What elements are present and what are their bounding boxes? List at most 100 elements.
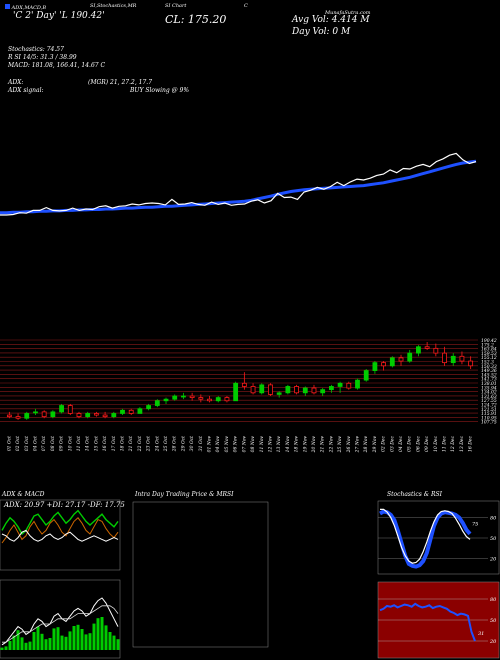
candle-body	[67, 405, 73, 414]
candle-body	[285, 386, 291, 394]
intraday-panel-box	[132, 501, 269, 648]
stoch-d-line	[380, 508, 471, 564]
date-tick-label: 18 Nov	[294, 436, 300, 453]
date-tick-label: 06 Dec	[415, 436, 421, 452]
macd-hist-bar	[48, 638, 52, 650]
mrsi-tick-label: 20	[489, 639, 497, 645]
date-tick-label: 21 Oct	[128, 436, 134, 452]
stoch-point-label: 75	[472, 521, 478, 527]
price-axis-label: 124.72	[481, 403, 497, 409]
date-tick-label: 04 Nov	[215, 436, 221, 453]
macd-line	[1, 597, 119, 646]
date-tick-label: 08 Oct	[50, 436, 56, 451]
candle-body	[172, 395, 178, 400]
adx-label: ADX:	[8, 79, 24, 86]
macd-hist-bar	[12, 635, 16, 650]
price-axis-label: 155.12	[481, 355, 497, 361]
macd-hist-bar	[28, 641, 32, 650]
candle-body	[433, 347, 439, 354]
price-axis-label: 190.42	[481, 338, 497, 344]
macd-value: MACD: 181.08, 166.41, 14.67 C	[8, 62, 106, 69]
price-axis-label: 175.2	[481, 342, 494, 348]
candle-body	[33, 411, 38, 414]
date-tick-label: 03 Oct	[24, 436, 30, 451]
stoch-panel-box	[377, 500, 500, 575]
date-tick-label: 07 Oct	[41, 436, 47, 451]
price-axis-label: 135.94	[481, 385, 497, 391]
header-title-center: SI Chart	[165, 3, 187, 9]
macd-hist-bar	[52, 628, 56, 650]
candle-body	[363, 370, 369, 381]
mrsi-line	[379, 602, 476, 642]
candle-body	[50, 411, 56, 418]
candle-body	[111, 413, 117, 418]
stoch-tick-label: 50	[490, 536, 497, 542]
adx-panel-values: ADX: 20.97 +DI: 27.17 -DF: 17.75	[4, 501, 125, 509]
candle-body	[15, 416, 21, 419]
date-tick-label: 10 Oct	[67, 436, 73, 451]
header-line-1: ADX,MACD,B	[5, 4, 46, 11]
macd-hist-bar	[40, 633, 44, 650]
adx-line	[1, 517, 119, 544]
price-axis-label: 159.53	[481, 351, 497, 357]
price-axis-label: 110.95	[481, 415, 497, 421]
price-axis-label: 131.63	[481, 394, 497, 400]
date-tick-label: 28 Nov	[363, 436, 369, 454]
candle-body	[59, 405, 64, 413]
date-tick-label: 09 Oct	[59, 436, 65, 451]
date-tick-label: 16 Dec	[468, 436, 474, 452]
date-tick-label: 26 Nov	[346, 436, 352, 454]
price-axis-label: 115.91	[481, 411, 497, 417]
date-tick-label: 28 Oct	[172, 436, 178, 452]
date-tick-label: 02 Oct	[15, 436, 21, 451]
candle-body	[189, 395, 195, 398]
mrsi-tick-label: 80	[490, 597, 497, 603]
adx-panel-box	[0, 499, 121, 571]
mrsi-point-label: 31	[478, 631, 484, 637]
price-line	[0, 152, 477, 216]
close-price: CL: 175.20	[165, 13, 227, 26]
candle-body	[24, 413, 30, 419]
header-range: 'C 2' Day' 'L 190.42'	[13, 11, 105, 21]
candle-body	[320, 389, 326, 394]
mrsi-tick-label: 50	[490, 618, 497, 624]
date-tick-label: 14 Oct	[85, 436, 91, 451]
price-axis-label: 141.73	[481, 377, 497, 383]
macd-hist-bar	[16, 630, 20, 650]
candle-body	[120, 409, 125, 414]
site-name: MunafaSutra.com	[325, 10, 371, 16]
candle-body	[407, 352, 413, 362]
day-volume: Day Vol: 0 M	[292, 27, 351, 37]
date-tick-label: 11 Oct	[76, 436, 82, 451]
candle-body	[85, 413, 91, 418]
date-tick-label: 11 Nov	[259, 436, 265, 453]
price-axis-label: 149.36	[481, 368, 497, 374]
adx-panel-title: ADX & MACD	[2, 491, 45, 498]
date-tick-label: 29 Oct	[180, 436, 186, 452]
date-tick-label: 22 Oct	[137, 436, 143, 452]
candle-body	[102, 414, 108, 418]
date-tick-label: 04 Oct	[32, 436, 38, 451]
candle-body	[154, 400, 160, 406]
header-close-tag: C	[244, 3, 248, 9]
price-axis-label: 134.02	[481, 390, 497, 396]
candle-body	[398, 357, 404, 362]
macd-hist-bar	[68, 631, 72, 650]
date-tick-label: 07 Nov	[241, 436, 247, 453]
stoch-tick-label: 20	[489, 556, 497, 562]
macd-signal-line	[2, 605, 119, 643]
candle-body	[181, 395, 186, 398]
price-axis-label: 150.33	[481, 364, 497, 370]
date-tick-label: 02 Dec	[381, 436, 387, 452]
date-tick-label: 05 Dec	[407, 436, 413, 452]
date-tick-label: 30 Oct	[189, 436, 195, 451]
candle-body	[137, 408, 143, 414]
candle-body	[294, 386, 299, 394]
price-axis-label: 107.75	[481, 420, 497, 426]
macd-hist-bar	[80, 629, 84, 650]
price-axis-label: 145.52	[481, 372, 497, 378]
candle-body	[442, 352, 447, 364]
date-tick-label: 23 Oct	[146, 436, 152, 452]
date-tick-label: 18 Oct	[120, 436, 126, 451]
macd-hist-bar	[84, 634, 88, 650]
